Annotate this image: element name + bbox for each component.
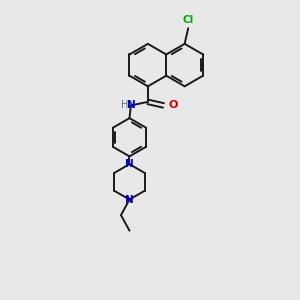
Text: H: H: [121, 100, 128, 110]
Text: Cl: Cl: [183, 15, 194, 26]
Text: N: N: [125, 194, 134, 205]
Text: N: N: [125, 159, 134, 169]
Text: N: N: [127, 100, 136, 110]
Text: O: O: [168, 100, 178, 110]
